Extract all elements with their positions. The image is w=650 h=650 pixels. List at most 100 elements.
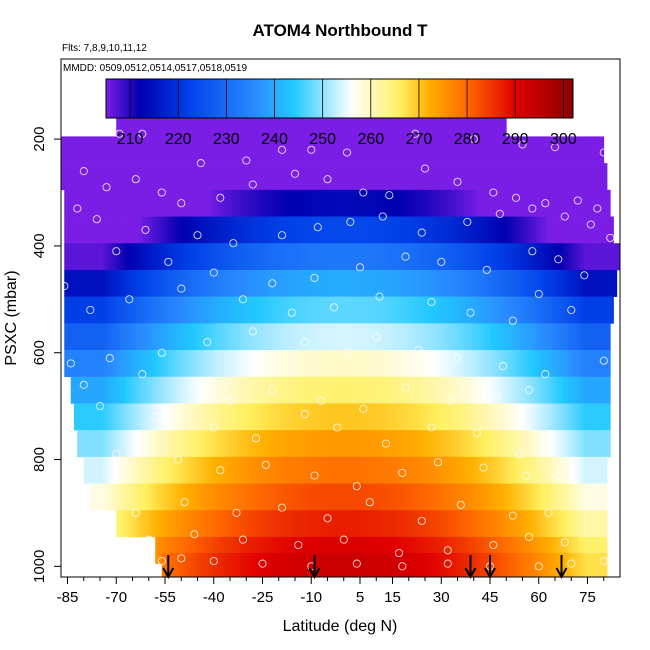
heatmap-cell [532, 350, 536, 378]
heatmap-cell [564, 510, 569, 538]
heatmap-cell [473, 552, 478, 577]
heatmap-cell [594, 323, 598, 351]
heatmap-cell [317, 243, 322, 271]
heatmap-cell [77, 163, 81, 191]
observation-point [414, 345, 423, 355]
heatmap-cell [382, 189, 387, 217]
heatmap-cell [301, 189, 306, 217]
heatmap-cell [454, 323, 458, 351]
heatmap-cell [447, 136, 452, 164]
heatmap-cell [158, 456, 163, 484]
x-tick-label: -55 [154, 589, 176, 606]
heatmap-cell [350, 109, 354, 137]
heatmap-cell [389, 483, 393, 511]
heatmap-cell [87, 430, 91, 458]
heatmap-cell [187, 296, 192, 324]
heatmap-cell [132, 136, 137, 164]
heatmap-cell [178, 350, 182, 378]
heatmap-cell [191, 376, 195, 404]
heatmap-cell [327, 430, 332, 458]
heatmap-cell [519, 243, 523, 271]
heatmap-cell [581, 163, 585, 191]
heatmap-cell [308, 163, 312, 191]
colorbar-tick-label: 300 [550, 131, 577, 148]
heatmap-cell [551, 269, 556, 297]
heatmap-cell [330, 552, 335, 577]
colorbar-tick-label: 220 [165, 131, 192, 148]
heatmap-cell [522, 483, 527, 511]
heatmap-cell [558, 269, 562, 297]
heatmap-cell [473, 296, 478, 324]
heatmap-cell [522, 350, 527, 378]
heatmap-cell [499, 430, 504, 458]
heatmap-cell [217, 536, 221, 564]
heatmap-cell [87, 216, 91, 244]
heatmap-cell [509, 350, 514, 378]
heatmap-cell [262, 109, 267, 137]
heatmap-cell [480, 296, 484, 324]
heatmap-cell [496, 136, 501, 164]
heatmap-cell [512, 136, 517, 164]
heatmap-cell [340, 483, 345, 511]
observation-point [534, 289, 543, 299]
heatmap-cell [363, 536, 367, 564]
heatmap-cell [571, 243, 575, 271]
heatmap-cell [148, 163, 153, 191]
heatmap-cell [613, 243, 618, 271]
heatmap-cell [457, 483, 462, 511]
heatmap-cell [473, 109, 478, 137]
heatmap-cell [285, 243, 289, 271]
observation-point [115, 129, 124, 138]
heatmap-cell [402, 430, 406, 458]
heatmap-cell [519, 163, 523, 191]
heatmap-cell [603, 456, 608, 484]
heatmap-cell [340, 510, 345, 538]
heatmap-cell [431, 323, 436, 351]
heatmap-cell [447, 552, 452, 577]
heatmap-cell [226, 269, 231, 297]
heatmap-cell [558, 536, 562, 564]
heatmap-cell [272, 216, 276, 244]
heatmap-cell [142, 243, 146, 271]
heatmap-cell [87, 269, 91, 297]
heatmap-cell [103, 430, 107, 458]
heatmap-cell [483, 243, 488, 271]
heatmap-cell [103, 243, 107, 271]
heatmap-cell [379, 323, 384, 351]
heatmap-cell [220, 403, 224, 431]
heatmap-cell [168, 536, 172, 564]
heatmap-cell [460, 483, 465, 511]
heatmap-cell [451, 552, 455, 577]
heatmap-cell [269, 536, 273, 564]
heatmap-cell [155, 109, 159, 137]
heatmap-cell [109, 483, 114, 511]
heatmap-cell [519, 136, 523, 164]
heatmap-cell [171, 216, 176, 244]
heatmap-cell [457, 323, 462, 351]
heatmap-cell [369, 350, 374, 378]
heatmap-cell [460, 536, 465, 564]
heatmap-cell [100, 376, 104, 404]
heatmap-cell [587, 269, 592, 297]
heatmap-cell [291, 136, 296, 164]
heatmap-cell [194, 269, 198, 297]
heatmap-cell [311, 430, 315, 458]
heatmap-cell [379, 163, 384, 191]
heatmap-cell [421, 296, 426, 324]
heatmap-cell [308, 216, 312, 244]
heatmap-cell [525, 163, 530, 191]
heatmap-cell [135, 350, 140, 378]
heatmap-cell [171, 403, 176, 431]
heatmap-cell [568, 552, 572, 577]
heatmap-cell [67, 350, 72, 378]
heatmap-cell [590, 376, 595, 404]
heatmap-cell [506, 189, 510, 217]
heatmap-cell [80, 323, 85, 351]
heatmap-cell [402, 510, 406, 538]
heatmap-cell [314, 269, 319, 297]
heatmap-cell [600, 376, 605, 404]
heatmap-cell [311, 483, 315, 511]
heatmap-cell [204, 109, 208, 137]
observation-point [606, 233, 615, 242]
heatmap-cell [269, 350, 273, 378]
